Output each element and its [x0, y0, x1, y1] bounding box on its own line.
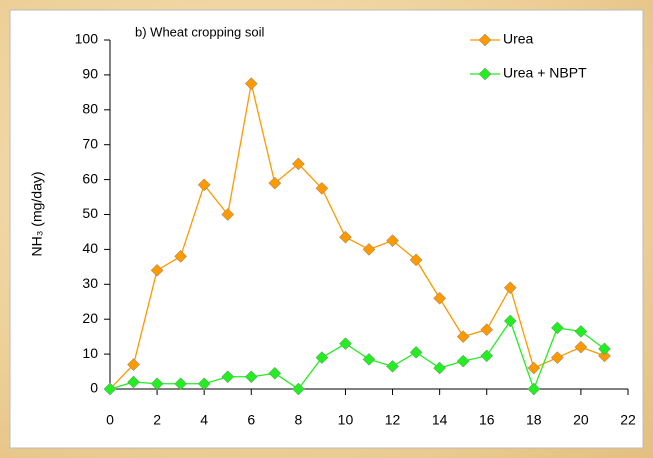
- data-point: [409, 346, 423, 359]
- data-point: [315, 351, 329, 364]
- legend-marker: [478, 67, 492, 81]
- y-tick-label: 0: [90, 380, 98, 396]
- legend-label: Urea + NBPT: [503, 65, 587, 81]
- data-point: [221, 370, 235, 384]
- x-tick-label: 10: [338, 412, 354, 428]
- data-point: [551, 321, 564, 335]
- y-tick-label: 10: [82, 345, 98, 361]
- data-point: [315, 181, 329, 195]
- data-point: [386, 234, 399, 248]
- x-tick-label: 12: [385, 412, 401, 428]
- y-tick-label: 80: [82, 101, 98, 117]
- data-point: [409, 253, 423, 267]
- data-point: [362, 243, 376, 256]
- data-point: [362, 352, 376, 366]
- data-point: [480, 349, 494, 363]
- data-point: [339, 337, 352, 350]
- x-tick-label: 6: [247, 412, 255, 428]
- data-point: [503, 281, 517, 295]
- data-point: [480, 323, 494, 337]
- x-tick-label: 2: [153, 412, 161, 428]
- y-tick-label: 20: [82, 310, 98, 326]
- data-point: [150, 263, 164, 277]
- legend-label: Urea: [503, 31, 534, 47]
- data-point: [268, 176, 282, 190]
- data-point: [127, 375, 140, 389]
- series-line: [109, 319, 605, 391]
- data-point: [244, 370, 258, 384]
- data-point: [174, 250, 187, 263]
- data-point: [503, 314, 517, 328]
- data-point: [197, 377, 211, 391]
- x-tick-label: 22: [620, 412, 636, 428]
- y-tick-label: 70: [82, 135, 98, 151]
- data-point: [339, 230, 352, 244]
- data-point: [197, 178, 211, 192]
- data-point: [386, 359, 399, 373]
- data-point: [527, 361, 541, 375]
- y-tick-label: 90: [82, 66, 98, 82]
- data-point: [598, 342, 611, 356]
- data-point: [574, 340, 588, 354]
- data-point: [127, 358, 140, 371]
- x-tick-label: 18: [526, 412, 542, 428]
- data-point: [292, 157, 305, 171]
- y-tick-label: 30: [82, 275, 98, 291]
- y-tick-label: 40: [82, 240, 98, 256]
- data-point: [433, 291, 446, 305]
- data-point: [433, 361, 446, 375]
- x-tick-label: 4: [200, 412, 208, 428]
- data-point: [292, 382, 305, 396]
- x-tick-label: 0: [106, 412, 114, 428]
- y-tick-label: 60: [82, 170, 98, 186]
- x-tick-label: 14: [432, 412, 448, 428]
- series-line: [109, 83, 605, 390]
- data-point: [244, 77, 258, 90]
- data-point: [103, 382, 117, 396]
- data-point: [221, 208, 235, 221]
- data-point: [456, 330, 470, 344]
- data-point: [598, 349, 611, 363]
- data-point: [456, 354, 470, 368]
- y-tick-label: 50: [82, 205, 98, 221]
- data-point: [268, 366, 282, 380]
- legend-marker: [478, 33, 492, 47]
- y-axis-label: NH₃ (mg/day): [29, 171, 45, 256]
- data-point: [150, 377, 164, 391]
- data-point: [527, 382, 541, 396]
- x-tick-label: 20: [573, 412, 589, 428]
- plot-panel: [9, 9, 644, 449]
- data-point: [574, 325, 588, 338]
- x-tick-label: 16: [479, 412, 495, 428]
- y-tick-label: 100: [75, 31, 99, 47]
- data-point: [551, 351, 564, 364]
- annotation: b) Wheat cropping soil: [135, 24, 264, 39]
- x-tick-label: 8: [294, 412, 302, 428]
- data-point: [174, 377, 187, 391]
